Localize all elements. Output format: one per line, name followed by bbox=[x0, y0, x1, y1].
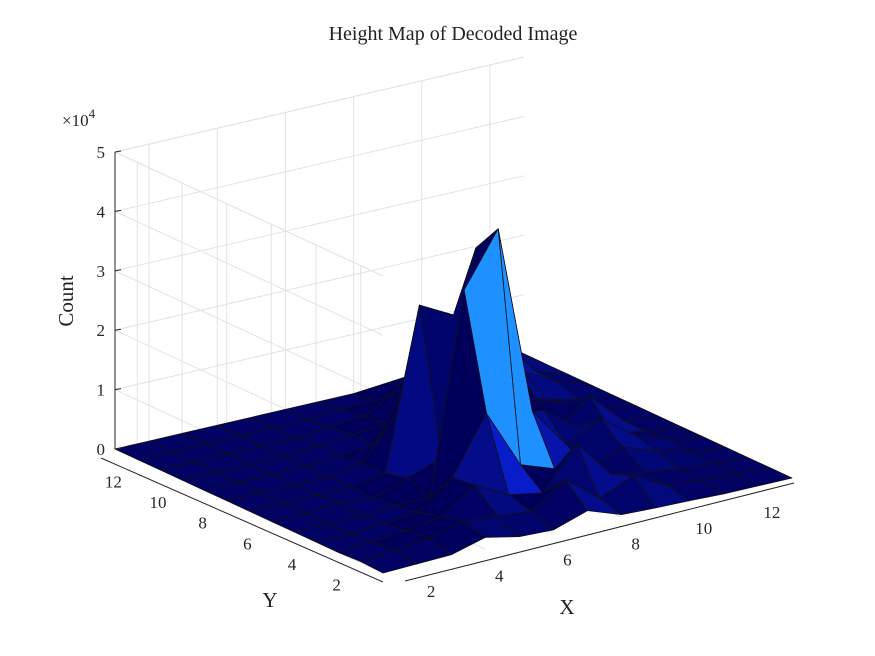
z-tick bbox=[114, 209, 122, 212]
x-tick-label: 6 bbox=[563, 550, 572, 569]
x-axis-line bbox=[404, 482, 795, 582]
y-tick-label: 12 bbox=[105, 472, 122, 491]
z-tick-label: 4 bbox=[97, 202, 106, 221]
y-axis-line bbox=[100, 457, 384, 583]
z-tick bbox=[114, 447, 122, 450]
z-tick bbox=[114, 269, 122, 272]
z-tick-label: 2 bbox=[97, 321, 106, 340]
z-tick-label: 1 bbox=[97, 381, 106, 400]
y-axis-label: Y bbox=[262, 588, 277, 612]
chart-title: Height Map of Decoded Image bbox=[329, 23, 578, 45]
surface-face bbox=[360, 549, 418, 574]
y-tick-label: 4 bbox=[288, 555, 297, 574]
z-tick bbox=[114, 150, 122, 153]
y-tick-label: 6 bbox=[243, 534, 252, 553]
z-tick-label: 5 bbox=[97, 143, 106, 162]
z-tick-label: 0 bbox=[97, 440, 106, 459]
z-axis-multiplier: ×104 bbox=[62, 106, 96, 130]
y-tick-label: 8 bbox=[198, 514, 207, 533]
x-axis-label: X bbox=[559, 595, 574, 619]
z-gridline bbox=[113, 56, 525, 277]
x-tick-label: 8 bbox=[631, 535, 640, 554]
z-axis-label: Count bbox=[54, 275, 78, 327]
x-tick-label: 4 bbox=[495, 566, 504, 585]
z-tick bbox=[114, 328, 122, 331]
box-top-edge bbox=[113, 56, 525, 277]
axes bbox=[100, 150, 795, 583]
y-tick-label: 10 bbox=[150, 493, 167, 512]
x-tick-label: 10 bbox=[695, 519, 712, 538]
x-tick-label: 12 bbox=[763, 503, 780, 522]
x-tick-label: 2 bbox=[427, 582, 436, 601]
y-tick-label: 2 bbox=[332, 576, 341, 595]
z-tick-label: 3 bbox=[97, 262, 106, 281]
surface-mesh bbox=[114, 228, 793, 574]
z-tick bbox=[114, 388, 122, 391]
